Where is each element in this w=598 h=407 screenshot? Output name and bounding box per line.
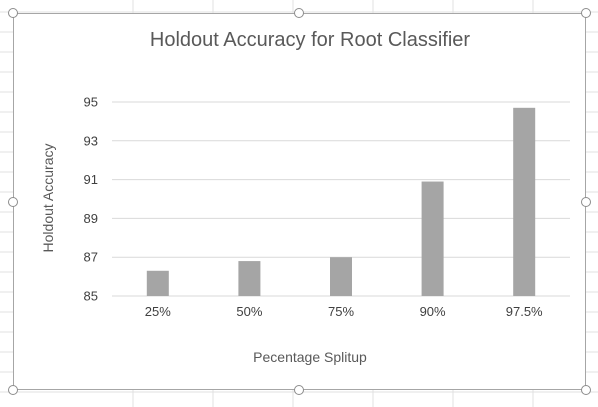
x-tick-label: 90% [420,304,446,319]
x-axis-ticks: 25% 50% 75% 90% 97.5% [145,304,543,319]
resize-handle-top[interactable] [294,8,304,18]
chart-area[interactable] [13,13,586,390]
y-tick-label: 89 [84,211,98,226]
y-axis-ticks: 85 87 89 91 93 95 [84,95,98,304]
x-axis-title: Pecentage Splitup [253,349,367,365]
resize-handle-left[interactable] [8,197,18,207]
resize-handle-top-left[interactable] [8,8,18,18]
resize-handle-bottom[interactable] [294,385,304,395]
resize-handle-top-right[interactable] [581,8,591,18]
x-tick-label: 25% [145,304,171,319]
y-tick-label: 91 [84,172,98,187]
x-tick-label: 97.5% [506,304,543,319]
bar-90pct [421,181,444,296]
y-tick-label: 87 [84,250,98,265]
bar-97_5pct [513,107,536,296]
bar-25pct [146,270,169,296]
x-tick-label: 75% [328,304,354,319]
resize-handle-right[interactable] [581,197,591,207]
bars [146,107,536,296]
resize-handle-bottom-left[interactable] [8,385,18,395]
y-axis-title: Holdout Accuracy [40,144,56,253]
y-tick-label: 93 [84,133,98,148]
x-tick-label: 50% [236,304,262,319]
bar-50pct [238,261,261,296]
y-tick-label: 95 [84,95,98,110]
bar-75pct [330,257,352,296]
resize-handle-bottom-right[interactable] [581,385,591,395]
y-tick-label: 85 [84,289,98,304]
chart-title: Holdout Accuracy for Root Classifier [150,29,470,51]
